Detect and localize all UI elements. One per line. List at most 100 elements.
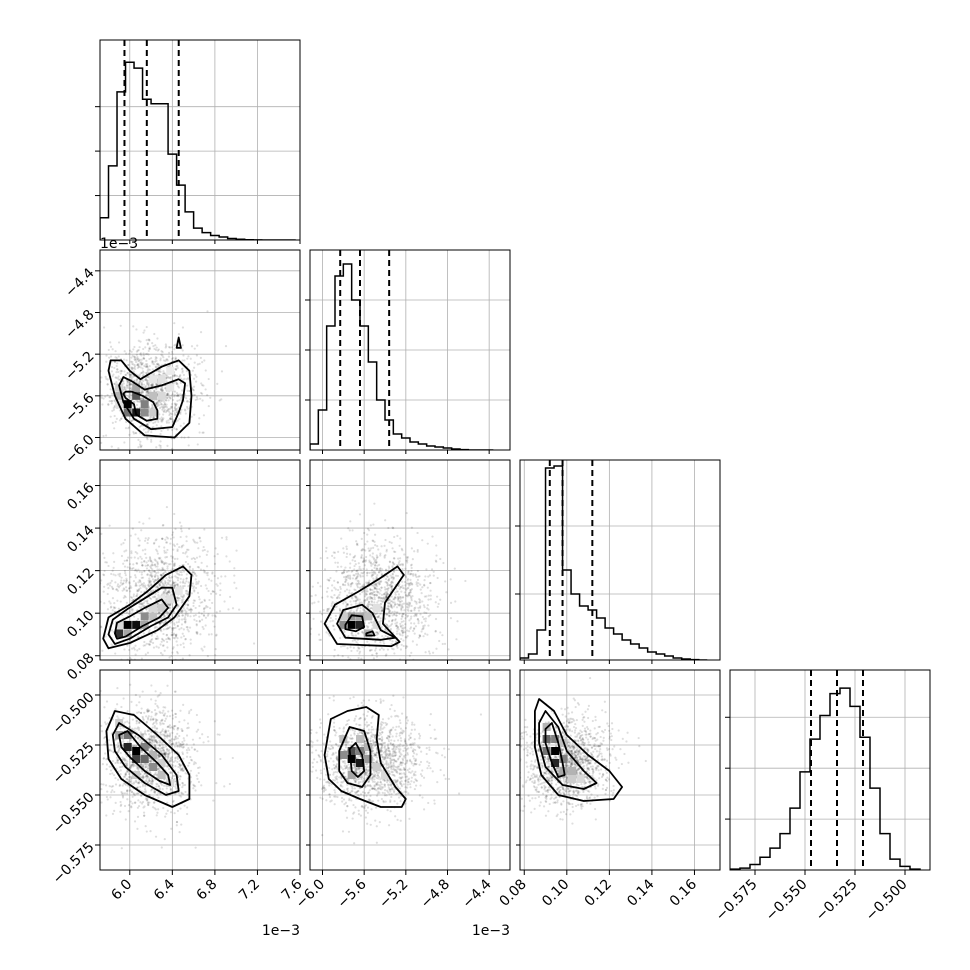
- scatter-point: [126, 678, 128, 680]
- scatter-point: [387, 526, 390, 530]
- scatter-point: [329, 576, 332, 580]
- scatter-point: [190, 415, 193, 418]
- scatter-point: [419, 588, 422, 591]
- scatter-point: [416, 531, 419, 535]
- scatter-point: [413, 607, 416, 610]
- scatter-point: [419, 583, 422, 586]
- scatter-point: [172, 632, 176, 635]
- scatter-point: [390, 622, 394, 626]
- scatter-point: [138, 647, 141, 651]
- scatter-point: [213, 574, 216, 578]
- scatter-point: [423, 583, 426, 586]
- scatter-point: [166, 715, 169, 718]
- scatter-point: [157, 747, 160, 751]
- scatter-point: [148, 759, 151, 763]
- scatter-point: [136, 552, 139, 555]
- panel-body: [100, 670, 234, 850]
- scatter-point: [366, 572, 369, 575]
- scatter-point: [370, 648, 373, 652]
- scatter-point: [136, 792, 139, 795]
- scatter-point: [123, 350, 126, 353]
- scatter-point: [390, 541, 393, 544]
- scatter-point: [373, 601, 376, 604]
- scatter-point: [155, 363, 158, 366]
- scatter-point: [179, 410, 182, 414]
- scatter-point: [361, 572, 365, 575]
- scatter-point: [175, 621, 178, 624]
- scatter-point: [123, 538, 127, 541]
- scatter-point: [201, 618, 204, 621]
- scatter-point: [186, 793, 189, 796]
- scatter-point: [367, 660, 369, 662]
- scatter-point: [396, 574, 400, 578]
- scatter-point: [138, 375, 141, 378]
- scatter-point: [133, 400, 136, 404]
- scatter-point: [151, 641, 155, 645]
- scatter-point: [334, 617, 338, 621]
- scatter-point: [359, 610, 362, 613]
- scatter-point: [126, 792, 129, 795]
- scatter-point: [176, 385, 180, 388]
- scatter-point: [146, 573, 149, 576]
- scatter-point: [142, 352, 145, 355]
- scatter-point: [195, 624, 198, 627]
- scatter-point: [169, 417, 172, 420]
- scatter-point: [391, 561, 394, 564]
- scatter-point: [178, 375, 182, 378]
- scatter-point: [345, 603, 349, 606]
- scatter-point: [406, 559, 409, 562]
- scatter-point: [164, 588, 167, 591]
- scatter-point: [400, 643, 403, 646]
- scatter-point: [144, 785, 147, 788]
- scatter-point: [137, 364, 140, 368]
- scatter-point: [399, 648, 403, 651]
- scatter-point: [203, 599, 206, 602]
- scatter-point: [177, 597, 180, 600]
- scatter-point: [427, 624, 430, 627]
- scatter-point: [161, 537, 164, 540]
- y-offset-label: 1e−3: [100, 236, 138, 252]
- scatter-point: [159, 750, 162, 753]
- scatter-point: [163, 372, 166, 375]
- scatter-point: [170, 654, 173, 658]
- scatter-point: [146, 781, 149, 784]
- scatter-point: [367, 602, 370, 605]
- scatter-point: [378, 563, 381, 566]
- scatter-point: [202, 614, 205, 617]
- scatter-point: [396, 534, 399, 537]
- scatter-point: [169, 759, 172, 763]
- scatter-point: [161, 561, 164, 564]
- scatter-point: [154, 366, 158, 369]
- scatter-point: [312, 617, 315, 620]
- scatter-point: [206, 605, 209, 609]
- density-cell: [149, 408, 158, 417]
- scatter-point: [211, 601, 214, 605]
- scatter-point: [195, 556, 199, 559]
- scatter-point: [181, 581, 185, 584]
- scatter-point: [168, 574, 171, 577]
- scatter-point: [365, 587, 369, 590]
- scatter-point: [187, 608, 190, 611]
- scatter-point: [151, 426, 154, 429]
- scatter-point: [146, 423, 149, 426]
- scatter-point: [397, 563, 400, 566]
- scatter-point: [177, 386, 181, 389]
- scatter-point: [150, 638, 153, 642]
- scatter-point: [395, 640, 398, 643]
- scatter-point: [397, 597, 400, 600]
- scatter-point: [407, 571, 410, 574]
- scatter-point: [114, 356, 117, 359]
- scatter-point: [107, 348, 110, 352]
- scatter-point: [382, 648, 385, 651]
- scatter-point: [179, 581, 182, 584]
- scatter-point: [142, 347, 145, 351]
- scatter-point: [345, 578, 348, 582]
- scatter-point: [395, 645, 398, 648]
- scatter-point: [381, 635, 384, 638]
- scatter-point: [140, 381, 143, 384]
- scatter-point: [144, 431, 147, 434]
- scatter-point: [128, 383, 131, 386]
- scatter-point: [108, 524, 111, 527]
- scatter-point: [148, 733, 151, 736]
- scatter-point: [178, 573, 181, 576]
